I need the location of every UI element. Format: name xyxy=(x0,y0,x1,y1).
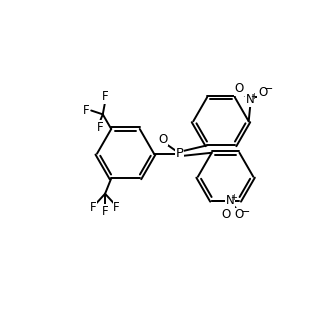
Text: N: N xyxy=(226,194,235,207)
Text: F: F xyxy=(113,201,120,214)
Text: O: O xyxy=(235,208,244,221)
Text: −: − xyxy=(264,84,273,94)
Text: F: F xyxy=(96,121,103,134)
Text: +: + xyxy=(231,193,237,202)
Text: F: F xyxy=(89,201,96,214)
Text: +: + xyxy=(251,92,258,101)
Text: O: O xyxy=(159,133,168,146)
Text: O: O xyxy=(235,82,244,95)
Text: F: F xyxy=(102,205,108,218)
Text: F: F xyxy=(83,104,89,117)
Text: −: − xyxy=(241,207,250,217)
Text: F: F xyxy=(102,90,108,103)
Text: P: P xyxy=(175,147,183,160)
Text: N: N xyxy=(246,93,255,106)
Text: O: O xyxy=(258,86,267,99)
Text: O: O xyxy=(221,208,230,221)
